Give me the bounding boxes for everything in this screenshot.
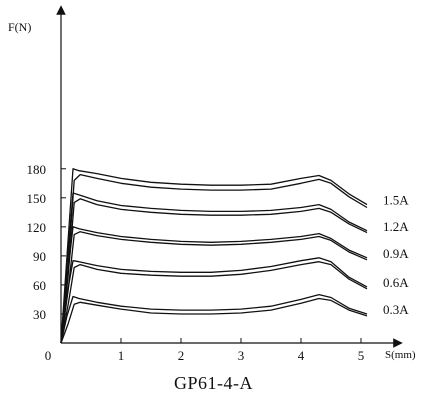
series-line-lower — [60, 261, 368, 344]
y-tick-label: 120 — [27, 220, 47, 235]
series-0.6A — [60, 257, 368, 344]
series-line-upper — [60, 192, 368, 344]
y-tick-label: 150 — [27, 191, 47, 206]
series-1.2A — [60, 192, 368, 344]
y-axis-label: F(N) — [8, 20, 31, 34]
x-axis-label: S(mm) — [385, 349, 416, 361]
series-line-upper — [60, 257, 368, 344]
x-tick-label: 1 — [118, 348, 125, 363]
series-line-lower — [60, 231, 368, 344]
x-tick-label: 3 — [238, 348, 245, 363]
x-tick-label: 5 — [358, 348, 365, 363]
series-line-upper — [60, 226, 368, 344]
series-line-lower — [60, 173, 368, 344]
series-line-upper — [60, 293, 368, 344]
x-tick-label: 2 — [178, 348, 185, 363]
series-0.3A — [60, 293, 368, 344]
series-line-upper — [60, 168, 368, 344]
y-tick-label: 30 — [33, 307, 46, 322]
series-1.5A — [60, 168, 368, 344]
series-label: 0.6A — [383, 275, 409, 290]
axes — [56, 5, 403, 348]
series-label: 1.5A — [383, 193, 409, 208]
series-line-lower — [60, 198, 368, 344]
series-label: 0.3A — [383, 302, 409, 317]
y-tick-label: 90 — [33, 249, 46, 264]
chart-title: GP61-4-A — [174, 373, 253, 393]
y-tick-label: 180 — [27, 162, 47, 177]
labels-group: 1 2 3 4 5 30 60 90 120 150 180 0 F(N) S(mm) 0.3A 0.6A 0.… — [8, 20, 416, 363]
series-line-lower — [60, 297, 368, 344]
series-group — [60, 168, 368, 344]
x-tick-label: 4 — [298, 348, 305, 363]
series-0.9A — [60, 226, 368, 344]
y-tick-label: 60 — [33, 278, 46, 293]
series-label: 0.9A — [383, 246, 409, 261]
origin-label: 0 — [45, 348, 52, 363]
series-label: 1.2A — [383, 219, 409, 234]
force-displacement-chart: 1 2 3 4 5 30 60 90 120 150 180 0 F(N) S(mm) 0.3A 0.6A 0.… — [8, 5, 416, 363]
